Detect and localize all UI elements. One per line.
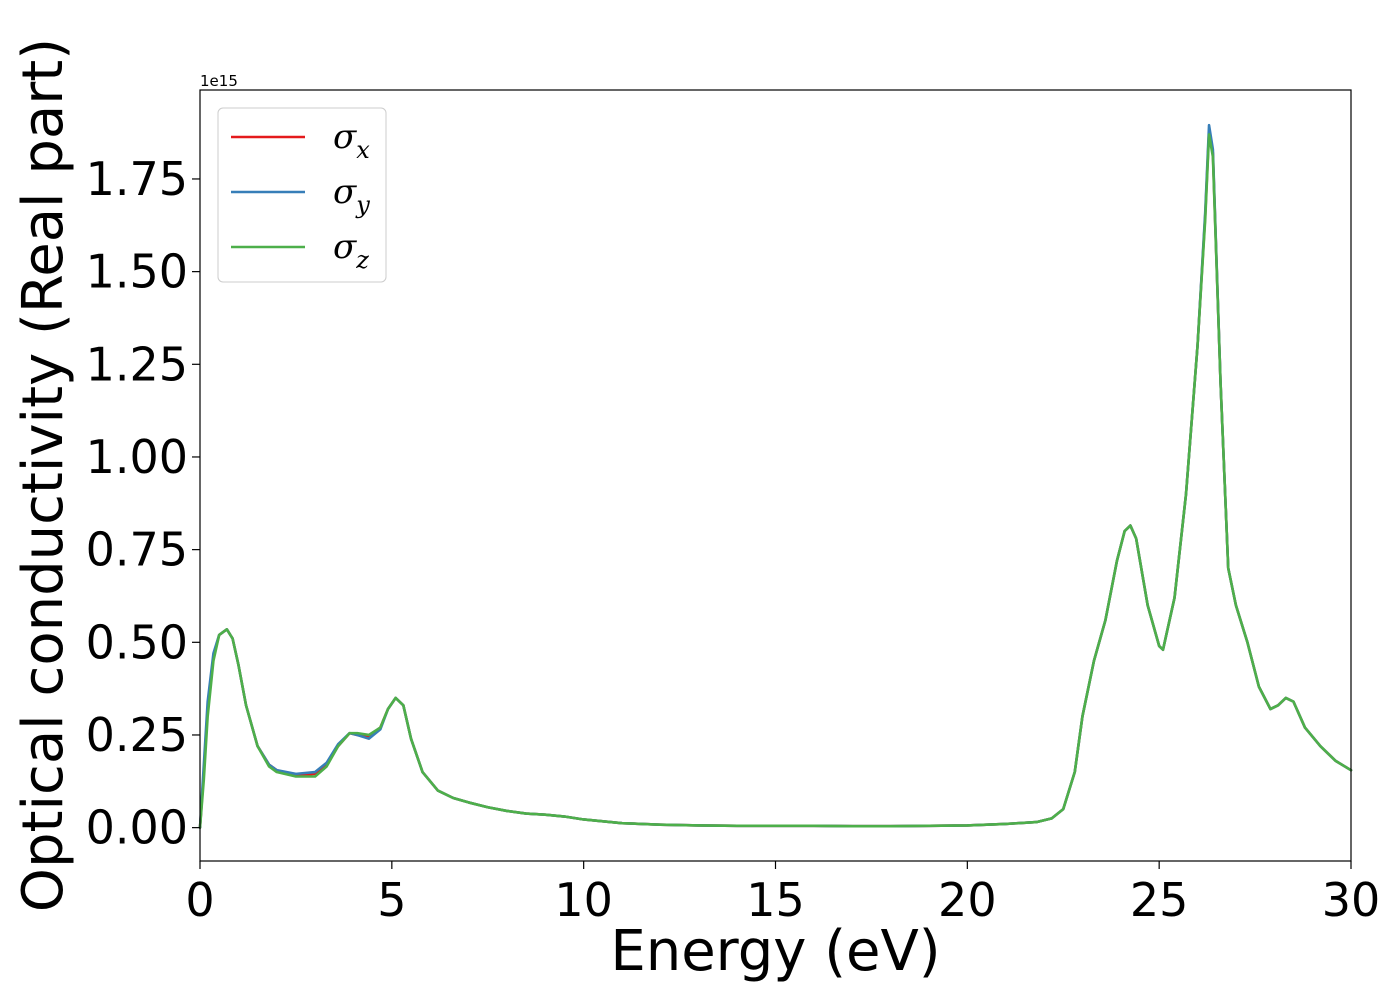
y-tick-label: 0.75 [86,523,188,577]
y-tick-label: 1.00 [86,430,188,484]
series-layer [198,123,1353,829]
y-tick-label: 0.00 [86,801,188,855]
y-tick-label: 1.75 [86,152,188,206]
y-axis: 0.00 0.25 0.50 0.75 1.00 1.25 1.50 1.75 [86,152,200,855]
y-tick-label: 0.50 [86,615,188,669]
y-axis-label: Optical conductivity (Real part) [11,38,76,912]
x-tick-label: 15 [746,873,805,927]
legend-frame [217,107,387,283]
legend-label-y: σy [333,172,370,219]
series-line-z [198,133,1353,829]
y-offset-label: 1e15 [200,72,238,90]
x-tick-label: 0 [185,873,214,927]
y-tick-label: 1.25 [86,337,188,391]
legend-label-x: σx [333,117,370,164]
x-axis-label: Energy (eV) [610,919,940,984]
y-tick-label: 0.25 [86,708,188,762]
x-axis: 0 5 10 15 20 25 30 [185,861,1380,927]
y-tick-label: 1.50 [86,245,188,299]
x-tick-label: 25 [1130,873,1189,927]
x-tick-label: 20 [938,873,997,927]
x-tick-label: 10 [554,873,613,927]
x-tick-label: 30 [1322,873,1381,927]
x-tick-label: 5 [377,873,406,927]
